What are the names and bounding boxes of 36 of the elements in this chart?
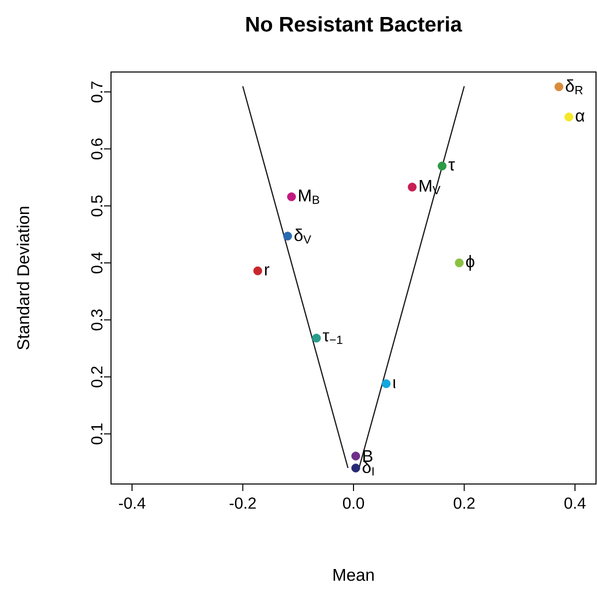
y-tick-label: 0.7 [91, 82, 102, 102]
y-tick-label: 0.4 [91, 252, 102, 274]
x-tick-label: -0.4 [118, 498, 146, 509]
series-label: δ$_{V}$ [294, 228, 312, 244]
point [554, 82, 564, 92]
x-tick-label: 0.4 [564, 498, 586, 509]
y-tick-label: 0.5 [91, 195, 102, 216]
y-tick-label: 0.6 [91, 138, 102, 160]
series-label: M$_{B}$ [299, 190, 320, 204]
y-axis-title: Standard Deviation [16, 206, 30, 350]
x-tick-label: 0.0 [343, 498, 364, 509]
point [438, 162, 446, 170]
series-label: α [576, 112, 584, 122]
point [351, 464, 360, 472]
chart-title: No Resistant Bacteria [246, 16, 462, 32]
point [283, 232, 292, 240]
x-axis-title: Mean [334, 569, 374, 581]
series-label: δ$_{R}$ [566, 79, 583, 94]
point [351, 452, 360, 460]
x-tick-label: 0.2 [454, 498, 475, 509]
point [287, 192, 296, 202]
series-label: τ [448, 161, 455, 171]
series-label: τ$_{−1}$ [322, 332, 342, 344]
point [564, 112, 574, 122]
x-tick-label: -0.2 [230, 498, 256, 509]
point [408, 182, 417, 192]
series-label: ι [394, 379, 396, 388]
point [312, 334, 321, 342]
y-tick-label: 0.3 [91, 309, 102, 330]
series-label: ϕ [466, 254, 474, 271]
y-tick-label: 0.1 [91, 423, 102, 444]
point [382, 379, 391, 388]
series-label: r [265, 266, 270, 276]
y-tick-label: 0.2 [91, 366, 102, 388]
point [253, 266, 262, 276]
point [454, 258, 464, 268]
